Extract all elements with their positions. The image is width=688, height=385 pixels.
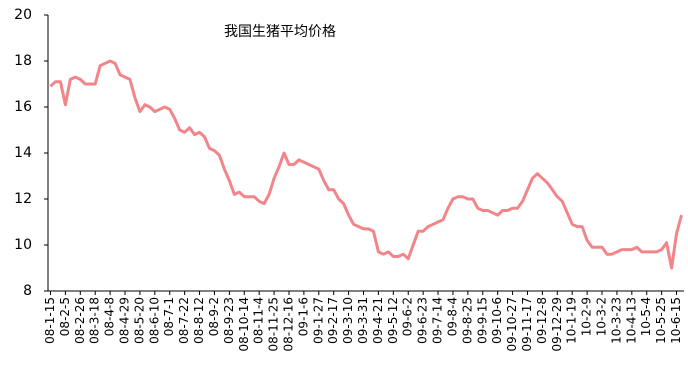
x-tick-label: 08-9-2: [207, 297, 221, 336]
y-tick-label: 12: [14, 191, 32, 207]
y-tick-label: 18: [14, 53, 32, 69]
x-tick-label: 08-4-29: [118, 297, 132, 344]
x-tick-label: 09-9-15: [475, 297, 489, 344]
x-tick-label: 09-4-21: [371, 297, 385, 344]
x-tick-label: 10-3-2: [595, 297, 609, 336]
x-tick-label: 09-5-12: [386, 297, 400, 344]
x-tick-label: 08-10-14: [237, 297, 251, 351]
x-tick-label: 09-2-17: [326, 297, 340, 344]
x-tick-label: 08-7-22: [177, 297, 191, 344]
x-tick-label: 10-4-13: [624, 297, 638, 344]
x-tick-label: 10-3-23: [609, 297, 623, 344]
x-tick-label: 08-11-25: [267, 297, 281, 351]
x-tick-label: 08-2-5: [58, 297, 72, 336]
x-tick-label: 09-8-4: [445, 297, 459, 336]
x-tick-label: 09-12-29: [550, 297, 564, 351]
y-tick-label: 14: [14, 145, 32, 161]
x-tick-label: 09-7-14: [431, 297, 445, 344]
x-tick-label: 09-10-6: [490, 297, 504, 344]
x-tick-label: 08-4-8: [103, 297, 117, 336]
x-tick-label: 10-6-15: [669, 297, 683, 344]
y-tick-label: 20: [14, 7, 32, 23]
x-tick-label: 08-7-1: [162, 297, 176, 336]
x-tick-label: 09-6-23: [416, 297, 430, 344]
x-tick-label: 09-3-31: [356, 297, 370, 344]
x-tick-label: 08-3-18: [88, 297, 102, 344]
y-tick-label: 16: [14, 99, 32, 115]
y-tick-label: 8: [23, 283, 32, 299]
x-tick-label: 10-1-19: [565, 297, 579, 344]
price-line: [49, 59, 683, 270]
x-tick-label: 09-1-27: [311, 297, 325, 344]
x-tick-label: 09-11-17: [520, 297, 534, 351]
y-tick-label: 10: [14, 237, 32, 253]
x-tick-label: 09-3-10: [341, 297, 355, 344]
x-tick-label: 08-5-20: [132, 297, 146, 344]
x-tick-label: 09-10-27: [505, 297, 519, 351]
x-tick-label: 08-1-15: [43, 297, 57, 344]
x-tick-label: 09-1-6: [296, 297, 310, 336]
x-tick-label: 10-2-9: [580, 297, 594, 336]
x-tick-label: 09-6-2: [401, 297, 415, 336]
x-tick-label: 08-6-10: [147, 297, 161, 344]
x-tick-label: 10-5-25: [654, 297, 668, 344]
x-tick-label: 08-9-23: [222, 297, 236, 344]
x-tick-label: 09-8-25: [460, 297, 474, 344]
x-tick-label: 09-12-8: [535, 297, 549, 344]
x-tick-label: 10-5-4: [639, 297, 653, 336]
chart-title: 我国生猪平均价格: [224, 24, 336, 40]
x-tick-label: 08-12-16: [281, 297, 295, 351]
x-tick-label: 08-11-4: [252, 297, 266, 344]
x-tick-label: 08-8-12: [192, 297, 206, 344]
x-tick-label: 08-2-26: [73, 297, 87, 344]
